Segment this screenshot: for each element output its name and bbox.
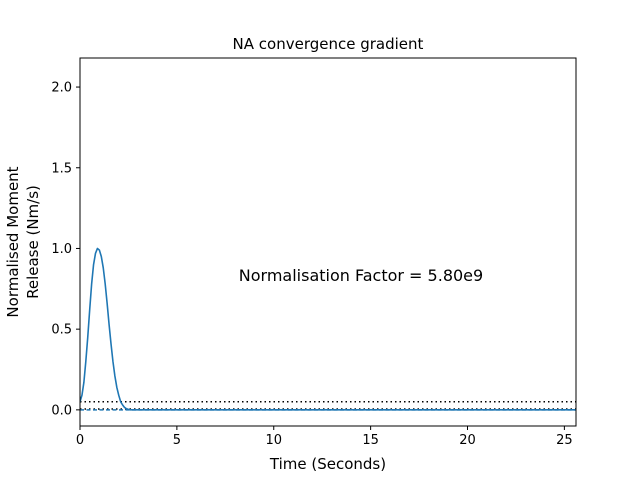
series-line-1	[80, 247, 576, 411]
plot-area: 0 5 10 15 20 25 0.0 0.5 1.0 1.5 2.0	[51, 57, 577, 448]
y-tick-label: 0.5	[51, 323, 72, 338]
y-tick-label: 0.0	[51, 403, 72, 418]
plot-contents	[80, 247, 576, 411]
x-tick-label: 0	[76, 433, 84, 448]
plot-frame	[79, 57, 577, 427]
x-tick-label: 20	[459, 433, 476, 448]
y-axis-label-line-1: Normalised Moment	[4, 166, 22, 317]
y-tick-label: 1.5	[51, 161, 72, 176]
x-tick-label: 25	[556, 433, 573, 448]
y-tick-label: 2.0	[51, 81, 72, 96]
normalisation-annotation: Normalisation Factor = 5.80e9	[239, 266, 483, 285]
x-tick-label: 15	[362, 433, 379, 448]
chart-title: NA convergence gradient	[233, 35, 424, 53]
x-tick-label: 5	[173, 433, 181, 448]
x-axis-label: Time (Seconds)	[269, 455, 386, 473]
y-tick-label: 1.0	[51, 242, 72, 257]
y-axis-label-line-2: Release (Nm/s)	[24, 185, 42, 299]
x-tick-label: 10	[265, 433, 282, 448]
